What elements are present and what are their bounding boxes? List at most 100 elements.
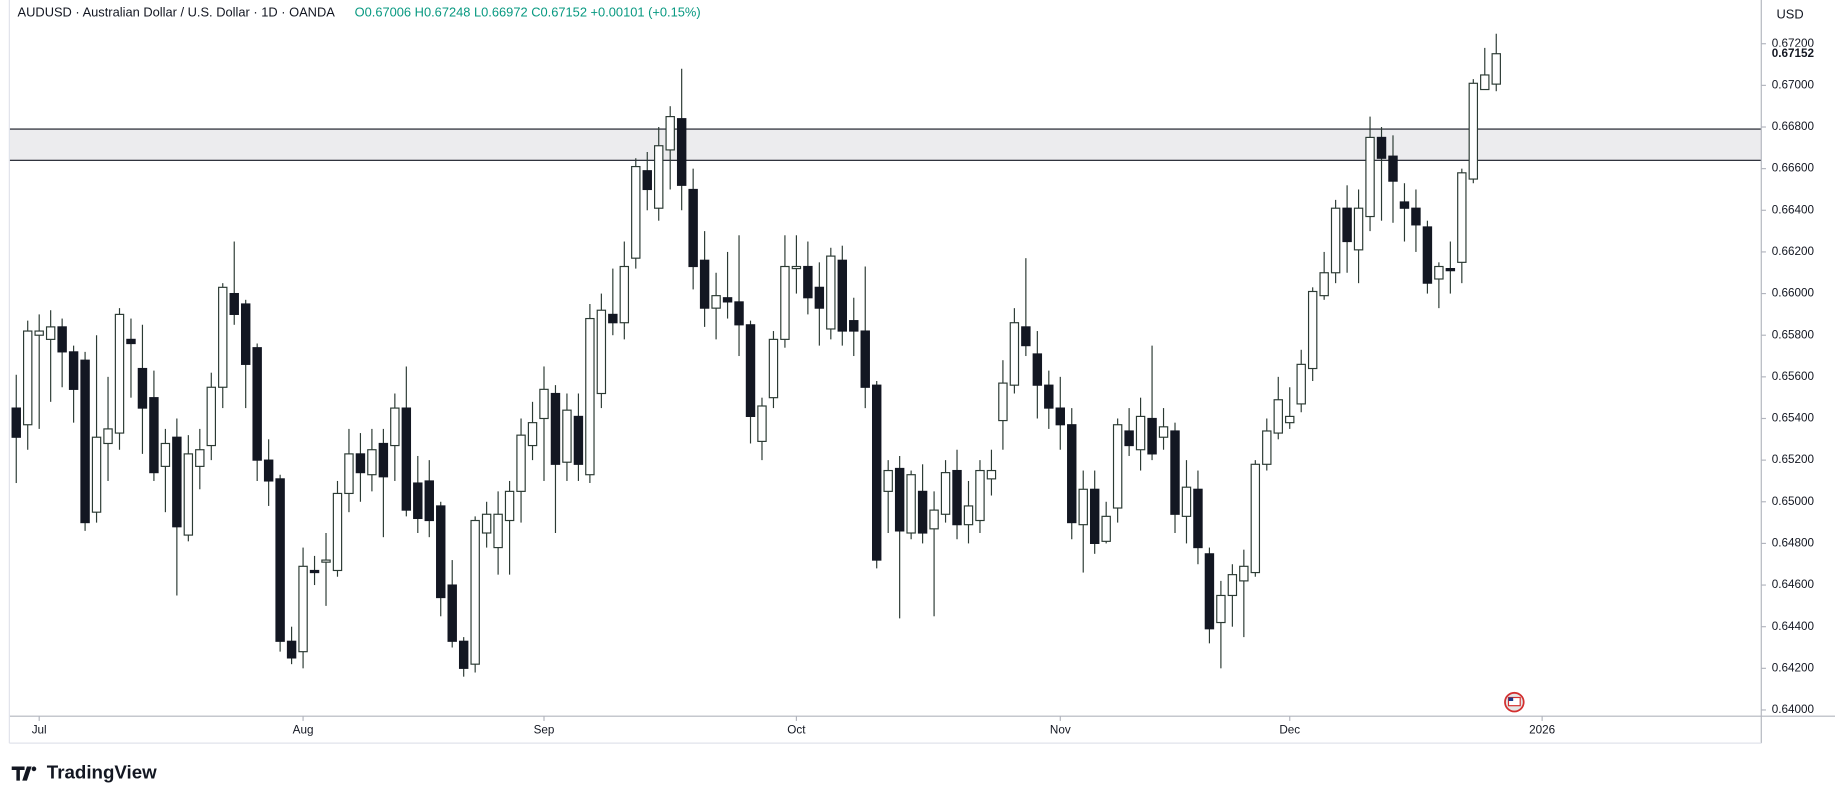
candle-body xyxy=(745,324,756,417)
candle-body xyxy=(1353,207,1364,251)
candle-body xyxy=(1170,430,1180,515)
candle-body xyxy=(344,453,354,495)
candle-body xyxy=(1365,136,1375,218)
candle-body xyxy=(1009,322,1020,386)
candle-body xyxy=(940,472,951,515)
candle-body xyxy=(711,295,721,309)
candle-body xyxy=(642,170,652,191)
candle-body xyxy=(218,286,228,388)
candle-body xyxy=(103,428,113,445)
symbol-title: AUDUSD · Australian Dollar / U.S. Dollar… xyxy=(18,4,336,19)
candle-body xyxy=(206,386,217,447)
candle-body xyxy=(722,297,733,303)
candle-body xyxy=(1239,565,1249,582)
candle-body xyxy=(240,303,251,365)
candle-body xyxy=(1044,384,1054,409)
candle-body xyxy=(1227,574,1238,597)
x-tick-label: Oct xyxy=(787,723,806,736)
x-tick-label: 2026 xyxy=(1529,723,1555,736)
x-tick-label: Nov xyxy=(1050,723,1071,736)
y-tick-label: 0.65800 xyxy=(1772,328,1815,341)
candle-body xyxy=(768,338,779,399)
candle-body xyxy=(1491,53,1501,85)
candle-body xyxy=(68,351,79,390)
candle-body xyxy=(390,407,400,447)
candle-body xyxy=(458,640,469,669)
y-tick-label: 0.66400 xyxy=(1772,203,1815,216)
candle-body xyxy=(298,565,308,653)
candle-body xyxy=(917,490,928,534)
currency-label: USD xyxy=(1776,7,1803,22)
candle-body xyxy=(998,382,1008,422)
candle-body xyxy=(1021,326,1031,347)
candle-body xyxy=(906,474,916,534)
y-tick-label: 0.64000 xyxy=(1772,703,1815,716)
candle-body xyxy=(986,469,997,480)
x-tick-label: Dec xyxy=(1279,723,1300,736)
y-tick-label: 0.64600 xyxy=(1772,578,1815,591)
candle-body xyxy=(860,330,870,388)
candle-body xyxy=(1480,74,1490,91)
candle-body xyxy=(585,317,595,476)
candle-body xyxy=(1078,488,1088,526)
candle-body xyxy=(608,313,618,324)
y-tick-label: 0.66200 xyxy=(1772,245,1815,258)
candle-body xyxy=(894,467,905,532)
candle-body xyxy=(1388,155,1398,182)
candle-body xyxy=(34,330,44,336)
y-tick-label: 0.65200 xyxy=(1772,453,1815,466)
candle-body xyxy=(803,265,813,299)
candle-body xyxy=(1285,415,1295,424)
candle-body xyxy=(826,255,836,330)
candle-body xyxy=(229,292,239,315)
candle-body xyxy=(1296,363,1306,405)
candle-body xyxy=(321,559,331,563)
brand-name: TradingView xyxy=(47,762,157,783)
candle-body xyxy=(573,415,584,465)
candle-body xyxy=(1457,172,1467,263)
candle-body xyxy=(1376,136,1387,159)
candle-body xyxy=(481,513,492,534)
candle-body xyxy=(1204,553,1215,630)
candle-body xyxy=(1342,207,1352,243)
candle-body xyxy=(1067,424,1077,524)
candle-body xyxy=(1262,430,1272,465)
candle-body xyxy=(1445,268,1456,272)
candle-body xyxy=(493,513,503,549)
candle-body xyxy=(447,584,457,642)
candle-body xyxy=(23,330,33,426)
candle-body xyxy=(126,338,136,345)
candle-body xyxy=(195,449,205,467)
candle-body xyxy=(1250,463,1261,574)
candle-body xyxy=(1319,272,1329,297)
y-tick-label: 0.64800 xyxy=(1772,537,1815,550)
candle-body xyxy=(1147,417,1157,455)
candle-body xyxy=(596,309,607,395)
candle-body xyxy=(1158,426,1169,438)
candle-body xyxy=(504,490,515,522)
candle-body xyxy=(1101,515,1111,542)
candle-body xyxy=(57,326,67,353)
candle-body xyxy=(975,469,985,522)
candle-body xyxy=(470,519,480,665)
candle-body xyxy=(1181,486,1192,517)
candle-body xyxy=(413,482,423,520)
candle-body xyxy=(527,422,538,447)
candle-body xyxy=(332,492,343,572)
candle-body xyxy=(1032,353,1043,386)
candle-body xyxy=(1112,424,1123,509)
candle-body xyxy=(367,449,377,476)
y-tick-label: 0.67000 xyxy=(1772,78,1815,91)
candle-body xyxy=(378,442,389,478)
candle-body xyxy=(814,286,825,309)
candle-body xyxy=(172,436,182,528)
candle-body xyxy=(516,434,526,492)
y-tick-label: 0.67200 xyxy=(1772,37,1815,50)
candle-body xyxy=(1411,207,1421,226)
candle-body xyxy=(539,388,549,420)
candle-body xyxy=(1399,201,1410,209)
candle-body xyxy=(275,478,285,642)
candle-body xyxy=(1468,82,1479,180)
